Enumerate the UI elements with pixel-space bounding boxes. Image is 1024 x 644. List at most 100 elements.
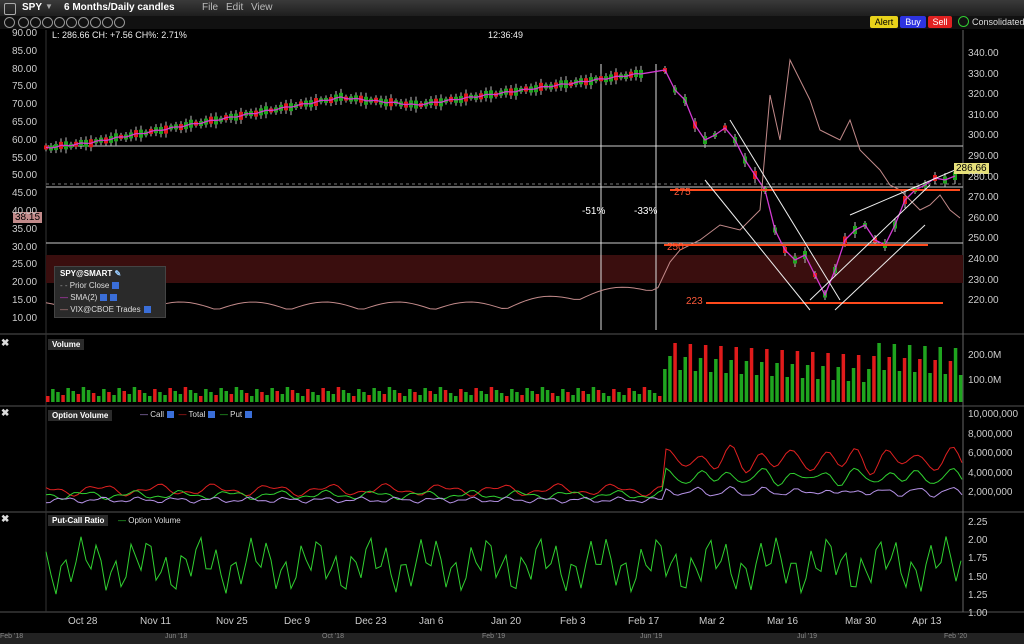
volume-bar [744, 361, 749, 402]
x-date-tick: Oct 28 [68, 616, 98, 627]
symbol-label[interactable]: SPY [22, 2, 43, 13]
volume-bar [678, 370, 682, 402]
alert-button[interactable]: Alert [870, 16, 898, 28]
option-volume-legend[interactable]: — Call — Total — Put [140, 410, 253, 419]
option-volume-panel-label: Option Volume [48, 410, 113, 421]
close-volume-icon[interactable]: ✖ [1, 338, 10, 349]
volume-bar [729, 360, 733, 402]
consolidated-icon[interactable] [958, 16, 969, 27]
volume-bar [571, 395, 575, 402]
put-volume-line [45, 467, 963, 501]
volume-bar [887, 357, 891, 402]
volume-bar [724, 373, 728, 402]
volume-bar [168, 388, 172, 402]
x-date-tick: Mar 30 [845, 616, 877, 627]
consolidated-label[interactable]: Consolidated [972, 17, 1024, 27]
volume-bar [142, 393, 147, 402]
volume-bar [244, 393, 249, 402]
legend-prior-close[interactable]: - - Prior Close [60, 281, 120, 290]
volume-bar [433, 394, 438, 402]
volume-bar [474, 388, 478, 402]
pct-annotation-2: -33% [634, 206, 658, 217]
right-price-tick: 340.00 [968, 48, 999, 59]
right-price-tick: 240.00 [968, 254, 999, 265]
link-icon[interactable] [102, 17, 113, 28]
right-price-tick: 300.00 [968, 130, 999, 142]
pcr-tick: 1.75 [968, 553, 988, 565]
x-date-tick: Nov 25 [216, 616, 248, 627]
pcr-tick: 1.25 [968, 589, 988, 601]
volume-bar [856, 355, 861, 402]
volume-bar [709, 372, 713, 402]
volume-bar [199, 396, 203, 402]
volume-bar [897, 371, 902, 402]
volume-bar [703, 345, 708, 402]
close-pcr-icon[interactable]: ✖ [1, 514, 10, 525]
close-option-volume-icon[interactable]: ✖ [1, 408, 10, 419]
text-icon[interactable] [54, 17, 65, 28]
right-price-tick: 270.00 [968, 192, 999, 204]
volume-bar [851, 368, 856, 402]
window-icon[interactable] [4, 3, 16, 15]
volume-bar [311, 392, 315, 402]
volume-bar [306, 389, 310, 402]
buy-button[interactable]: Buy [900, 16, 926, 28]
volume-bar [586, 394, 591, 402]
menu-edit[interactable]: Edit [226, 2, 244, 13]
volume-bar [229, 394, 234, 402]
volume-bar [770, 376, 774, 402]
volume-bar [97, 396, 101, 402]
volume-bar [331, 394, 336, 402]
pcr-tick: 1.50 [968, 571, 988, 583]
volume-bar [739, 374, 744, 402]
overview-tick: Jun '18 [165, 633, 188, 640]
grid-icon[interactable] [90, 17, 101, 28]
volume-bar [581, 391, 585, 402]
volume-bar [285, 387, 290, 402]
menu-view[interactable]: View [251, 2, 273, 13]
target-icon[interactable] [66, 17, 77, 28]
volume-bar [923, 346, 927, 402]
crosshair-icon[interactable] [4, 17, 15, 28]
sell-button[interactable]: Sell [928, 16, 952, 28]
volume-bar [178, 394, 183, 402]
left-price-tick: 75.00 [12, 81, 38, 93]
shaded-band [46, 255, 963, 283]
volume-bar [341, 390, 346, 402]
legend-vix[interactable]: — VIX@CBOE Trades [60, 305, 151, 314]
overview-tick: Jun '19 [640, 633, 663, 640]
chart-legend[interactable]: SPY@SMART ✎ - - Prior Close — SMA(2) — V… [54, 266, 166, 318]
volume-bar [540, 387, 545, 402]
x-date-tick: Nov 11 [140, 616, 171, 627]
pcr-legend[interactable]: — Option Volume [118, 516, 181, 525]
volume-bar [510, 389, 514, 402]
period-selector[interactable]: 6 Months/Daily candles [64, 2, 175, 13]
legend-sma[interactable]: — SMA(2) [60, 293, 118, 302]
volume-bar [117, 388, 121, 402]
volume-bar [423, 388, 427, 402]
volume-bar [438, 387, 443, 402]
volume-bar [719, 346, 723, 402]
right-price-tick: 310.00 [968, 109, 999, 121]
trendline [809, 184, 931, 301]
volume-bar [673, 343, 677, 402]
symbol-dropdown-icon[interactable]: ▼ [45, 2, 53, 11]
draw-icon[interactable] [18, 17, 29, 28]
volume-bar [209, 392, 213, 402]
gear-icon[interactable] [78, 17, 89, 28]
left-price-tick: 15.00 [12, 295, 38, 306]
volume-bar [428, 391, 432, 402]
menu-file[interactable]: File [202, 2, 219, 13]
volume-bar [326, 391, 330, 402]
level-275-label: 275 [674, 187, 691, 198]
heart-icon[interactable] [114, 17, 125, 28]
zoom-in-icon[interactable] [30, 17, 41, 28]
zoom-out-icon[interactable] [42, 17, 53, 28]
volume-bar [918, 359, 922, 402]
trendline [849, 169, 956, 216]
volume-bar [76, 394, 81, 402]
chart-toolbar [0, 16, 1024, 29]
volume-bar [301, 396, 305, 402]
volume-tick: 100.0M [968, 375, 1002, 386]
